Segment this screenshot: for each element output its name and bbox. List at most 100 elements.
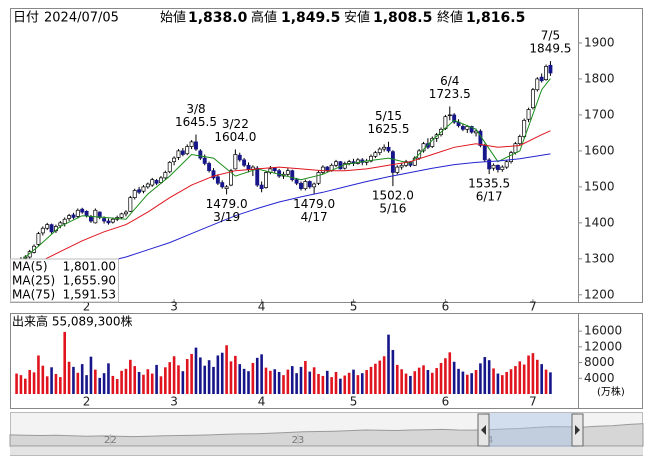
y-tick-label: 4000 <box>584 371 615 385</box>
candle-body <box>185 146 190 155</box>
volume-bar <box>369 366 373 394</box>
volume-bar <box>365 370 368 394</box>
volume-bar <box>492 368 495 394</box>
candle-body <box>526 109 531 120</box>
volume-bar <box>426 370 430 394</box>
volume-bar <box>487 360 491 394</box>
ma-line <box>16 130 551 271</box>
header-value: 1,849.5 <box>281 10 340 26</box>
volume-bar <box>80 364 84 394</box>
candle-body <box>465 126 470 130</box>
volume-bar <box>229 361 233 394</box>
y-tick-label: 8000 <box>584 355 615 369</box>
candle-body <box>294 179 299 184</box>
candle-body <box>399 164 404 168</box>
annotation-date: 7/5 <box>541 29 560 43</box>
annotation-date: 3/8 <box>186 102 205 116</box>
candle-body <box>180 150 185 155</box>
x-tick-label: 4 <box>258 300 266 314</box>
candle-body <box>386 146 391 152</box>
annotation-date: 4/17 <box>301 210 328 224</box>
navigator-label: 23 <box>292 435 305 446</box>
volume-bar <box>496 373 500 394</box>
navigator-window[interactable] <box>484 413 578 447</box>
candle-body <box>373 152 378 157</box>
volume-bar <box>374 363 377 394</box>
candle-body <box>137 189 142 193</box>
volume-bar <box>417 367 421 394</box>
legend-name: MA(75) <box>12 288 55 302</box>
candle-body <box>312 183 317 188</box>
legend-value: 1,801.00 <box>63 260 116 274</box>
volume-bar <box>24 378 27 394</box>
annotation-value: 1723.5 <box>429 87 471 101</box>
volume-bar <box>531 353 535 394</box>
annotation-value: 1625.5 <box>368 122 410 136</box>
candle-body <box>303 181 308 190</box>
volume-bar <box>234 355 237 394</box>
volume-bar <box>343 375 347 394</box>
volume-bar <box>509 369 513 394</box>
candle-body <box>395 166 400 173</box>
x-tick-label: 2 <box>83 395 91 409</box>
volume-bar <box>98 377 102 394</box>
volume-bar <box>37 355 40 394</box>
candle-body <box>299 182 303 190</box>
volume-bar <box>120 370 123 394</box>
volume-bar <box>457 368 460 394</box>
legend-value: 1,655.90 <box>63 274 116 288</box>
volume-bar <box>41 365 45 394</box>
legend-name: MA(25) <box>12 274 55 288</box>
candle-body <box>84 210 89 217</box>
annotation-value: 1645.5 <box>175 115 217 129</box>
volume-bar <box>264 367 268 394</box>
candle-body <box>215 176 220 184</box>
volume-bar <box>32 372 36 394</box>
legend-box <box>10 258 119 303</box>
annotation-date: 6/4 <box>440 74 459 88</box>
volume-bar <box>177 365 180 394</box>
volume-bar <box>452 361 456 394</box>
volume-bar <box>146 369 150 394</box>
volume-bar <box>181 371 185 394</box>
y-tick-label: 1900 <box>584 35 615 49</box>
candle-body <box>264 172 268 188</box>
volume-bar <box>63 331 66 394</box>
volume-bar <box>15 373 18 394</box>
volume-bar <box>334 371 338 394</box>
volume-bar <box>89 356 93 394</box>
volume-bar <box>435 368 438 394</box>
volume-bar <box>360 373 364 394</box>
volume-bar <box>94 369 97 394</box>
candle-body <box>307 181 312 188</box>
annotation-date: 6/17 <box>476 190 503 204</box>
volume-bar <box>133 366 137 394</box>
volume-bar <box>461 371 465 394</box>
volume-bar <box>247 371 250 394</box>
candle-body <box>145 183 150 188</box>
date-name: 日付 <box>13 11 39 26</box>
candle-body <box>522 119 527 137</box>
volume-bar <box>439 362 443 394</box>
volume-bar <box>325 370 329 394</box>
volume-bar <box>129 359 132 394</box>
volume-bar <box>382 356 386 394</box>
scrollbar[interactable] <box>10 447 643 455</box>
volume-bar <box>321 375 325 394</box>
volume-bar <box>142 374 145 394</box>
volume-bar <box>124 368 128 394</box>
annotation-value: 1479.0 <box>293 197 335 211</box>
volume-bar <box>85 375 88 394</box>
x-tick-label: 4 <box>258 395 266 409</box>
candle-body <box>290 170 295 181</box>
volume-bar <box>536 359 539 394</box>
volume-bar <box>220 352 224 394</box>
legend-name: MA(5) <box>12 260 48 274</box>
candle-body <box>172 157 177 163</box>
candle-body <box>246 164 251 170</box>
candle-body <box>544 65 549 81</box>
arrow-left <box>481 425 486 435</box>
candle-body <box>325 166 330 172</box>
volume-bar <box>282 375 285 394</box>
annotation-value: 1535.5 <box>468 177 510 191</box>
